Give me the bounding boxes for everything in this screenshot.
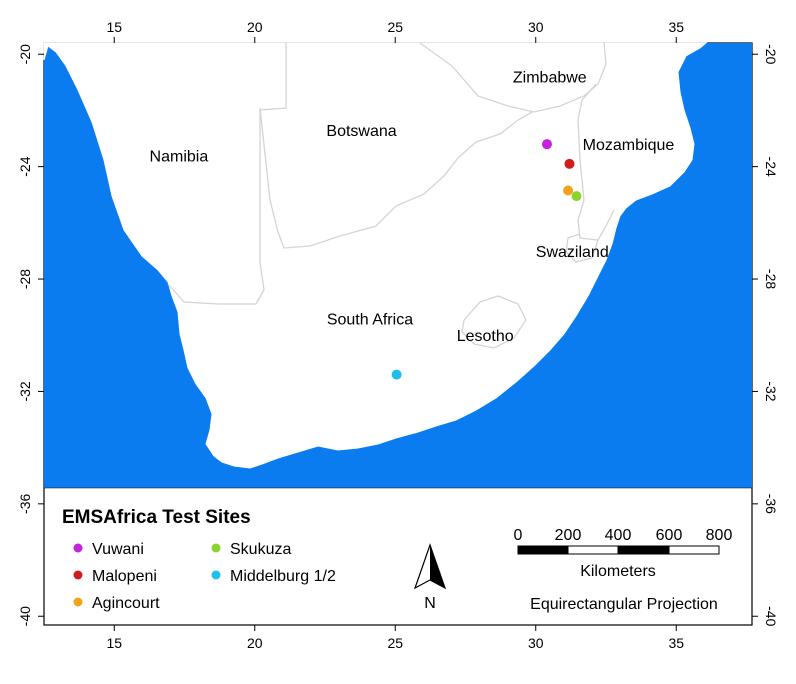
- country-borders: [167, 42, 615, 349]
- legend-marker: [211, 570, 221, 580]
- y-tick-label-left: -40: [17, 606, 33, 626]
- scale-bar-label: 200: [555, 527, 582, 544]
- north-arrow-label: N: [424, 595, 436, 612]
- north-arrow: N: [413, 543, 447, 612]
- x-tick-label-bottom: 25: [387, 635, 403, 651]
- country-label: Namibia: [150, 148, 209, 165]
- legend: EMSAfrica Test Sites Vuwani Malopeni Aginc…: [62, 507, 336, 612]
- y-tick-label-right: -32: [763, 381, 779, 401]
- legend-marker: [73, 570, 83, 580]
- scale-segment-3: [617, 545, 670, 555]
- legend-marker: [73, 543, 83, 553]
- site-marker: [563, 185, 574, 196]
- y-tick-label-left: -24: [17, 156, 33, 176]
- y-tick-label-right: -20: [763, 44, 779, 64]
- country-label: Mozambique: [583, 137, 675, 154]
- x-tick-label-top: 15: [106, 19, 122, 35]
- axis-ticks: 15 15 20 20 25 25 30 30 35 35 -20 -20 -24 -24 -28 -28 -3…: [17, 19, 779, 651]
- legend-label: Skukuza: [230, 541, 291, 558]
- y-tick-label-left: -36: [17, 494, 33, 514]
- x-tick-label-top: 35: [668, 19, 684, 35]
- site-marker: [571, 191, 582, 202]
- x-tick-label-top: 20: [247, 19, 263, 35]
- site-marker: [564, 158, 575, 169]
- legend-marker: [211, 543, 221, 553]
- x-tick-label-bottom: 30: [528, 635, 544, 651]
- legend-label: Middelburg 1/2: [230, 568, 336, 585]
- site-marker: [391, 369, 402, 380]
- legend-marker: [73, 597, 83, 607]
- y-tick-label-left: -28: [17, 269, 33, 289]
- scale-segment-1: [517, 545, 569, 555]
- southern-africa-land: [43, 42, 708, 469]
- country-label: Zimbabwe: [513, 70, 587, 87]
- scale-bar-label: 0: [514, 527, 523, 544]
- scale-segment-4: [668, 545, 720, 555]
- legend-label: Malopeni: [92, 568, 157, 585]
- country-label: Lesotho: [457, 328, 514, 345]
- x-tick-label-bottom: 15: [106, 635, 122, 651]
- x-tick-label-bottom: 20: [247, 635, 263, 651]
- legend-label: Agincourt: [92, 595, 160, 612]
- site-markers: [391, 139, 582, 380]
- x-tick-label-top: 30: [528, 19, 544, 35]
- scale-bar-label: 600: [656, 527, 683, 544]
- scale-bar-label: 800: [706, 527, 733, 544]
- legend-title: EMSAfrica Test Sites: [62, 507, 251, 528]
- y-tick-label-left: -20: [17, 44, 33, 64]
- y-tick-label-left: -32: [17, 381, 33, 401]
- country-label: Swaziland: [536, 244, 609, 261]
- country-label: South Africa: [327, 311, 413, 328]
- scale-bar-unit: Kilometers: [580, 563, 656, 580]
- y-tick-label-right: -28: [763, 269, 779, 289]
- legend-label: Vuwani: [92, 541, 144, 558]
- x-tick-label-top: 25: [387, 19, 403, 35]
- country-label: Botswana: [326, 123, 396, 140]
- x-tick-label-bottom: 35: [668, 635, 684, 651]
- north-arrow-shade: [430, 545, 445, 588]
- y-tick-label-right: -24: [763, 157, 779, 177]
- legend-items: Vuwani Malopeni Agincourt Skukuza Middelburg…: [73, 541, 336, 612]
- scale-segment-2: [567, 545, 619, 555]
- scale-bar-labels: 0 200 400 600 800: [514, 527, 733, 544]
- site-marker: [541, 139, 552, 150]
- scale-bar: 0 200 400 600 800 Kilometers: [514, 527, 733, 580]
- scale-bar-label: 400: [605, 527, 632, 544]
- projection-label: Equirectangular Projection: [530, 596, 718, 613]
- y-tick-label-right: -40: [763, 606, 779, 626]
- country-labels: Zimbabwe Botswana Mozambique Namibia Swazila…: [150, 70, 675, 346]
- y-tick-label-right: -36: [763, 494, 779, 514]
